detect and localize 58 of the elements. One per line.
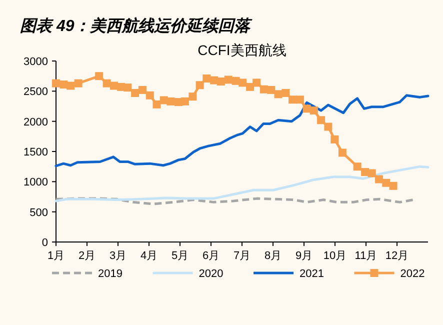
point [330, 135, 339, 144]
legend-label: 2021 [300, 268, 324, 280]
x-tick-label: 7月 [233, 250, 251, 262]
point [131, 88, 140, 97]
y-tick-label: 0 [42, 237, 48, 249]
point [102, 79, 111, 88]
y-tick-label: 2000 [24, 116, 48, 128]
legend-label: 2019 [98, 268, 122, 280]
x-tick-label: 12月 [385, 250, 409, 262]
x-tick-label: 9月 [295, 250, 313, 262]
x-tick-label: 8月 [264, 250, 282, 262]
y-tick-label: 3000 [24, 56, 48, 68]
point [146, 91, 154, 100]
point [138, 86, 146, 94]
y-tick-label: 1000 [24, 176, 48, 189]
point [338, 148, 346, 157]
legend-label: 2020 [198, 268, 224, 280]
line-series [54, 94, 430, 168]
x-tick-label: 6月 [202, 250, 220, 262]
legend-label: 2022 [400, 268, 425, 280]
point [324, 122, 332, 131]
point [282, 88, 290, 97]
point [296, 96, 304, 104]
point [353, 162, 362, 171]
point [74, 79, 82, 88]
x-tick-label: 11月 [354, 250, 378, 262]
point [252, 78, 261, 87]
point [180, 97, 189, 106]
point [52, 79, 60, 88]
point [288, 96, 297, 104]
x-tick-label: 3月 [109, 250, 127, 262]
x-tick-label: 4月 [140, 250, 158, 262]
y-tick-label: 1500 [24, 146, 48, 158]
y-tick-label: 2500 [24, 86, 48, 98]
point [152, 100, 161, 108]
x-tick-label: 10月 [323, 250, 347, 262]
x-tick-label: 5月 [171, 250, 189, 262]
x-tick-label: 1月 [47, 250, 65, 262]
point [95, 72, 104, 80]
x-tick-label: 2月 [78, 250, 96, 262]
point [382, 178, 390, 187]
point [196, 81, 204, 90]
point [375, 175, 384, 184]
point [246, 82, 254, 91]
point [238, 78, 247, 87]
point [317, 116, 326, 124]
point [202, 74, 211, 82]
point [368, 169, 376, 178]
point [124, 84, 132, 92]
point [302, 104, 311, 113]
line-series [54, 165, 430, 202]
chart-title: 图表 49：美西航线运价延续回落 [20, 16, 254, 35]
point [188, 92, 197, 101]
y-tick-label: 500 [30, 206, 48, 219]
chart-subtitle: CCFI美西航线 [198, 42, 286, 58]
point [310, 106, 318, 114]
point [267, 86, 276, 94]
point [389, 182, 398, 190]
